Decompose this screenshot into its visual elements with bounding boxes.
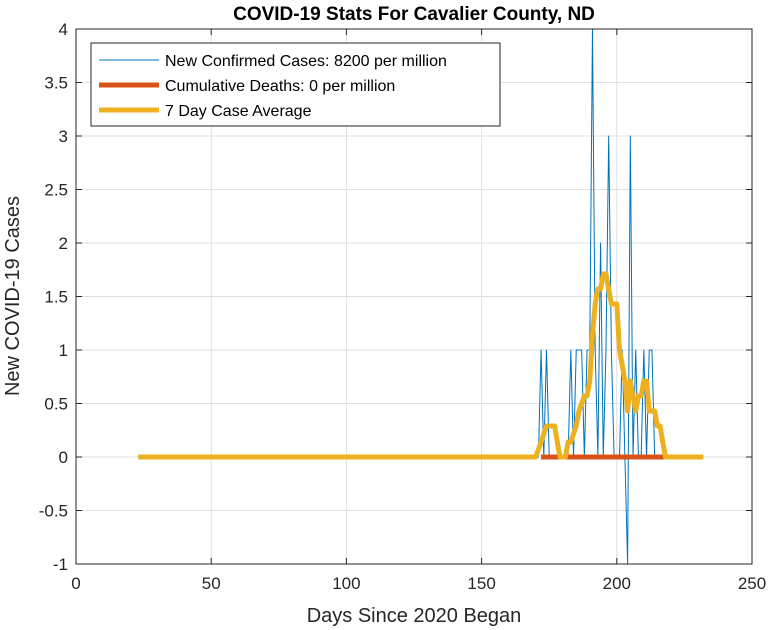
legend-label-average: 7 Day Case Average [165, 103, 312, 120]
x-axis-title: Days Since 2020 Began [307, 605, 522, 627]
y-tick-label: 2 [59, 234, 68, 253]
seven-day-average-line [138, 271, 704, 460]
y-tick-label: 3.5 [44, 74, 68, 93]
x-tick-label: 0 [71, 574, 80, 593]
legend-box [90, 42, 501, 127]
series-layer [138, 28, 704, 565]
x-tick-label: 150 [467, 574, 495, 593]
legend: New Confirmed Cases: 8200 per million Cu… [90, 42, 501, 127]
x-tick-label: 200 [603, 574, 631, 593]
ticks: 0 50 100 150 200 250 -1 -0.5 0 0.5 1 1.5 2 2.5 3 3.5 4 [39, 20, 766, 593]
x-tick-label: 50 [202, 574, 221, 593]
legend-label-new-cases: New Confirmed Cases: 8200 per million [165, 53, 447, 70]
y-tick-label: 4 [59, 20, 68, 39]
y-tick-label: -0.5 [39, 502, 68, 521]
x-tick-label: 100 [332, 574, 360, 593]
y-tick-label: -1 [53, 555, 68, 574]
y-tick-label: 0 [59, 448, 68, 467]
y-axis-title: New COVID-19 Cases [2, 196, 24, 396]
chart-title: COVID-19 Stats For Cavalier County, ND [233, 4, 595, 25]
y-tick-label: 2.5 [44, 181, 68, 200]
y-tick-label: 1 [59, 341, 68, 360]
legend-label-deaths: Cumulative Deaths: 0 per million [165, 78, 395, 95]
y-tick-label: 1.5 [44, 288, 68, 307]
y-tick-label: 0.5 [44, 395, 68, 414]
x-tick-label: 250 [738, 574, 766, 593]
y-tick-label: 3 [59, 127, 68, 146]
